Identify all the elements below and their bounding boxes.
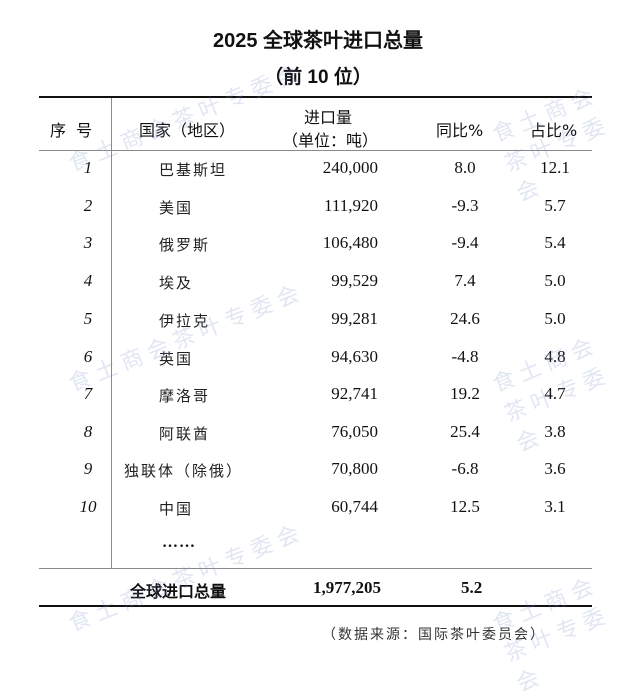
rank-column-divider [111,98,112,568]
country-cell: 中国 [159,500,194,518]
share-cell: 5.4 [544,233,566,252]
share-cell: 12.1 [540,158,570,177]
volume-cell: 106,480 [322,233,378,252]
header-yoy: 同比% [436,121,484,140]
header-country: 国家（地区） [139,121,236,140]
rank-cell: 10 [79,497,97,516]
header-rule [39,150,592,151]
yoy-cell: -9.4 [451,233,479,252]
country-cell: 独联体（除俄） [124,462,244,480]
yoy-cell: 12.5 [450,497,480,516]
yoy-cell: 7.4 [454,271,476,290]
rank-cell: 3 [83,233,93,252]
page-title: 2025 全球茶叶进口总量 [212,30,424,52]
rank-cell: 5 [83,309,93,328]
yoy-cell: -4.8 [451,347,479,366]
country-cell: 巴基斯坦 [159,161,228,179]
total-yoy: 5.2 [461,578,483,597]
share-cell: 3.8 [544,422,566,441]
yoy-cell: 24.6 [450,309,480,328]
country-cell: 英国 [159,350,194,368]
share-cell: 4.8 [544,347,566,366]
rank-cell: 1 [83,158,93,177]
total-volume: 1,977,205 [313,578,381,597]
rank-cell: 8 [83,422,93,441]
share-cell: 4.7 [544,384,566,403]
table-top-rule [39,96,592,98]
volume-cell: 76,050 [331,422,378,441]
country-cell: 美国 [159,199,194,217]
volume-cell: 99,529 [331,271,378,290]
total-label: 全球进口总量 [130,582,227,601]
rank-cell: 6 [83,347,93,366]
table-bottom-rule [39,605,592,607]
rank-cell: 9 [83,459,93,478]
ellipsis: …… [162,534,196,551]
rank-cell: 2 [83,196,93,215]
volume-cell: 94,630 [331,347,378,366]
country-cell: 摩洛哥 [159,387,211,405]
country-cell: 伊拉克 [159,312,211,330]
volume-cell: 99,281 [331,309,378,328]
share-cell: 5.0 [544,309,566,328]
rank-cell: 4 [83,271,93,290]
yoy-cell: 25.4 [450,422,480,441]
volume-cell: 92,741 [331,384,378,403]
total-rule [39,568,592,569]
country-cell: 俄罗斯 [159,236,211,254]
page-subtitle: （前 10 位） [264,67,372,88]
yoy-cell: 8.0 [454,158,476,177]
share-cell: 3.6 [544,459,566,478]
share-cell: 3.1 [544,497,566,516]
header-share: 占比% [530,121,578,140]
yoy-cell: 19.2 [450,384,480,403]
rank-cell: 7 [83,384,93,403]
yoy-cell: -9.3 [451,196,479,215]
yoy-cell: -6.8 [451,459,479,478]
country-cell: 埃及 [159,274,194,292]
data-source: （数据来源：国际茶叶委员会） [322,627,546,643]
header-volume: 进口量 [304,108,353,127]
volume-cell: 60,744 [331,497,378,516]
watermark: 食土商会茶叶专委会 [65,519,309,638]
share-cell: 5.0 [544,271,566,290]
share-cell: 5.7 [544,196,566,215]
header-rank: 序 号 [50,121,93,140]
volume-cell: 70,800 [331,459,378,478]
volume-cell: 111,920 [324,196,378,215]
header-volume-unit: （单位：吨） [282,131,379,150]
country-cell: 阿联酋 [159,425,211,443]
volume-cell: 240,000 [322,158,378,177]
